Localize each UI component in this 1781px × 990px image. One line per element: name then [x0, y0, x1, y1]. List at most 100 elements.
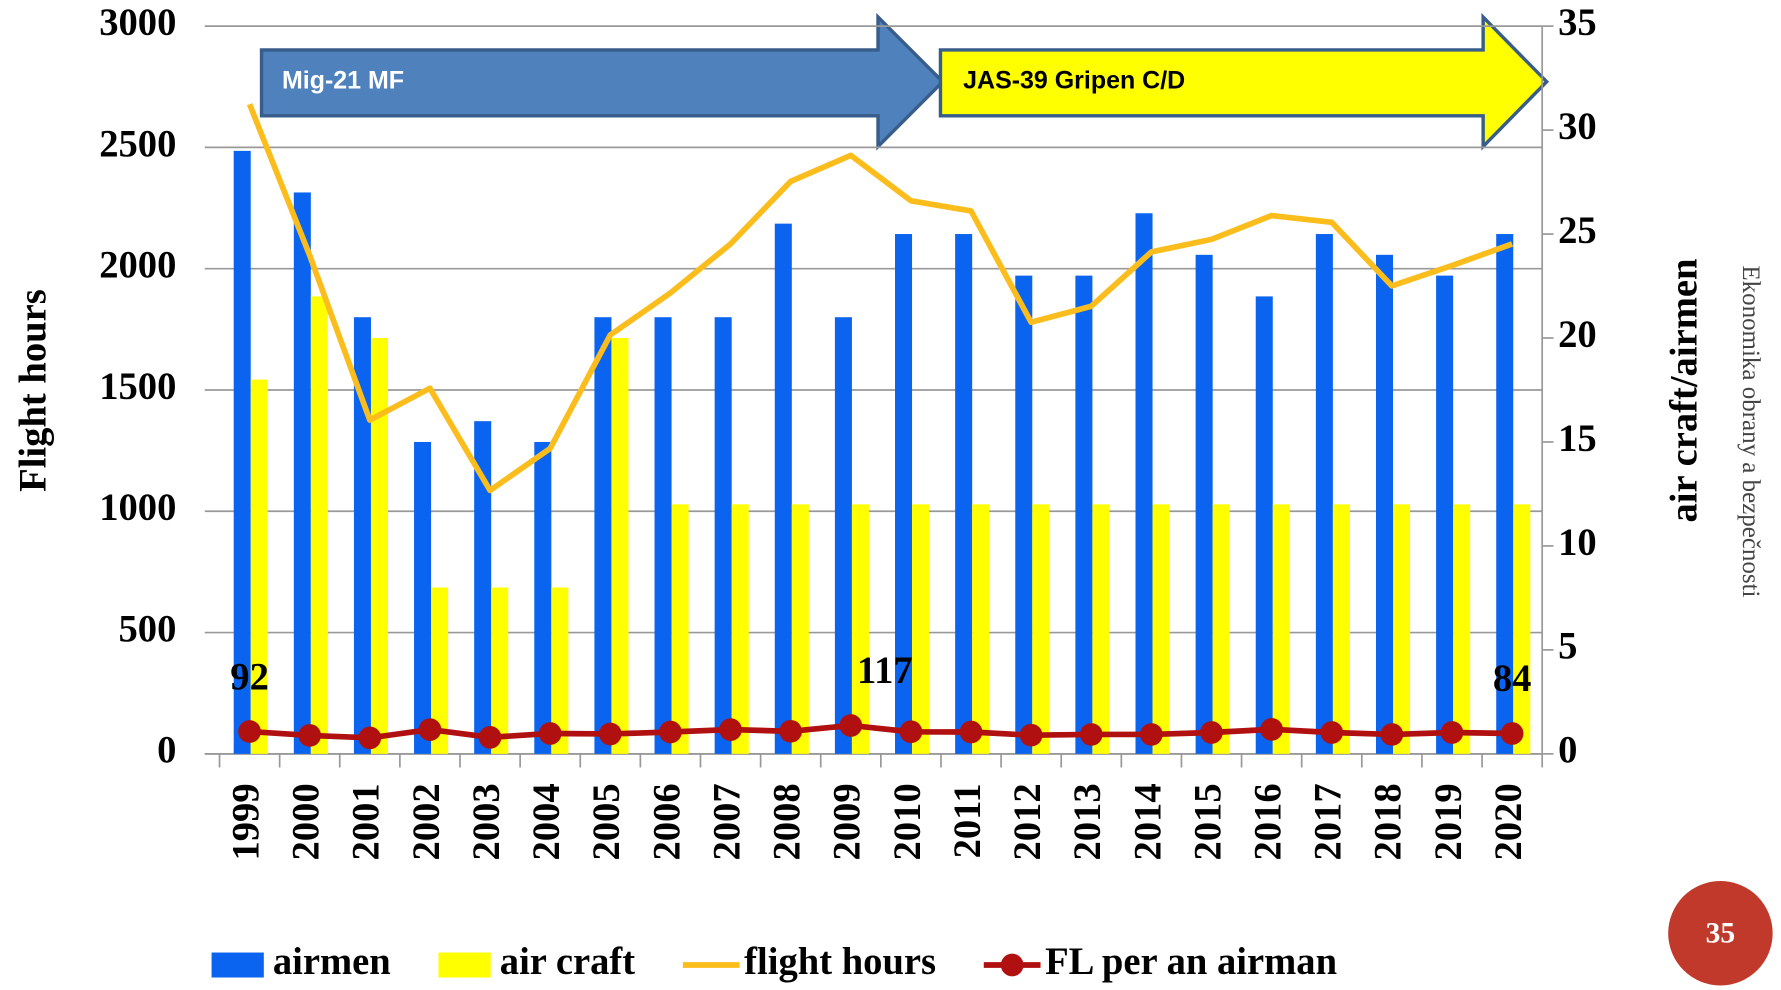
bar: [491, 587, 509, 754]
y2-axis-title: air craft/airmen: [1663, 259, 1705, 523]
bar: [714, 317, 732, 754]
data-label: 117: [857, 650, 913, 692]
side-text: Ekonomika obrany a bezpečnosti: [1737, 265, 1764, 597]
bar: [1015, 275, 1033, 754]
x-tick-label: 2006: [646, 783, 688, 860]
bar: [1453, 504, 1471, 754]
bar: [1075, 275, 1093, 754]
data-label: 84: [1493, 658, 1532, 700]
bar: [1513, 504, 1531, 754]
point: [839, 714, 863, 737]
y-tick-label: 1500: [99, 366, 176, 408]
bar: [834, 317, 852, 754]
gripen-arrow: [938, 12, 1550, 151]
point: [1140, 723, 1163, 746]
y-tick-label: 500: [118, 608, 176, 650]
bar: [774, 223, 792, 754]
bar: [972, 504, 990, 754]
bar: [1255, 296, 1273, 754]
x-tick-label: 2001: [346, 783, 388, 860]
bar: [731, 504, 749, 754]
y2-tick-label: 0: [1558, 730, 1577, 772]
x-tick-label: 2012: [1007, 783, 1049, 860]
bar: [534, 441, 552, 754]
point: [899, 720, 923, 744]
y2-tick-label: 10: [1558, 522, 1597, 564]
bar: [293, 192, 311, 754]
legend-label: FL per an airman: [1045, 941, 1337, 983]
x-tick-label: 2019: [1428, 783, 1470, 860]
x-tick-label: 2014: [1127, 783, 1169, 860]
y-tick-label: 0: [157, 730, 176, 772]
bar: [233, 150, 251, 754]
point: [959, 720, 983, 744]
y-tick-label: 2500: [99, 123, 176, 165]
legend-swatch: [211, 952, 264, 978]
point: [1380, 723, 1404, 746]
y-tick-label: 3000: [99, 2, 176, 44]
point: [1500, 722, 1524, 745]
bar: [1152, 504, 1170, 754]
x-tick-label: 2008: [767, 783, 809, 860]
point: [478, 726, 502, 749]
x-tick-label: 2002: [406, 783, 448, 860]
bar: [310, 296, 328, 754]
point: [659, 720, 682, 744]
y2-tick-label: 20: [1558, 314, 1597, 356]
bar: [791, 504, 809, 754]
bar: [895, 234, 913, 754]
point: [598, 722, 622, 746]
point: [358, 726, 382, 750]
x-tick-label: 1999: [225, 783, 267, 860]
bar: [551, 587, 569, 754]
point: [779, 719, 803, 743]
mig-arrow: [259, 12, 946, 151]
x-tick-label: 2018: [1368, 783, 1410, 860]
bar: [1393, 504, 1411, 754]
y2-tick-label: 25: [1558, 210, 1597, 252]
y-tick-label: 1000: [99, 487, 176, 529]
bar: [955, 234, 973, 754]
x-tick-label: 2007: [706, 783, 748, 860]
line: [246, 103, 1514, 494]
bar: [912, 504, 930, 754]
bar: [431, 587, 449, 754]
bar: [250, 379, 268, 754]
legend-label: airmen: [273, 941, 391, 983]
bar: [1436, 275, 1454, 754]
bar: [1496, 234, 1514, 754]
bar: [851, 504, 869, 754]
point: [719, 718, 742, 741]
point: [238, 720, 261, 743]
x-tick-label: 2020: [1488, 783, 1530, 860]
point: [1019, 723, 1043, 747]
point: [298, 724, 322, 747]
bar: [1332, 504, 1350, 754]
bar: [1092, 504, 1110, 754]
legend-swatch: [438, 952, 491, 978]
legend-label: flight hours: [744, 941, 936, 983]
point: [418, 718, 442, 741]
y-tick-label: 2000: [99, 245, 176, 287]
x-tick-label: 2009: [827, 783, 869, 860]
bar: [1375, 254, 1394, 754]
page-badge: [1668, 881, 1773, 986]
y2-tick-label: 35: [1558, 2, 1597, 44]
point: [538, 722, 562, 745]
annotation: JAS-39 Gripen C/D: [963, 66, 1185, 94]
y2-tick-label: 30: [1558, 106, 1597, 148]
y2-tick-label: 15: [1558, 418, 1597, 460]
legend-swatch: [1000, 953, 1024, 977]
bar: [474, 421, 492, 754]
point: [1200, 721, 1223, 744]
bar: [1272, 504, 1290, 754]
page-number: 35: [1706, 917, 1736, 949]
x-tick-label: 2005: [586, 783, 628, 860]
point: [1260, 717, 1283, 741]
bar: [1195, 254, 1213, 754]
x-tick-label: 2013: [1067, 783, 1109, 860]
x-tick-label: 2004: [526, 783, 568, 860]
bar: [1032, 504, 1050, 754]
bar: [611, 338, 629, 754]
